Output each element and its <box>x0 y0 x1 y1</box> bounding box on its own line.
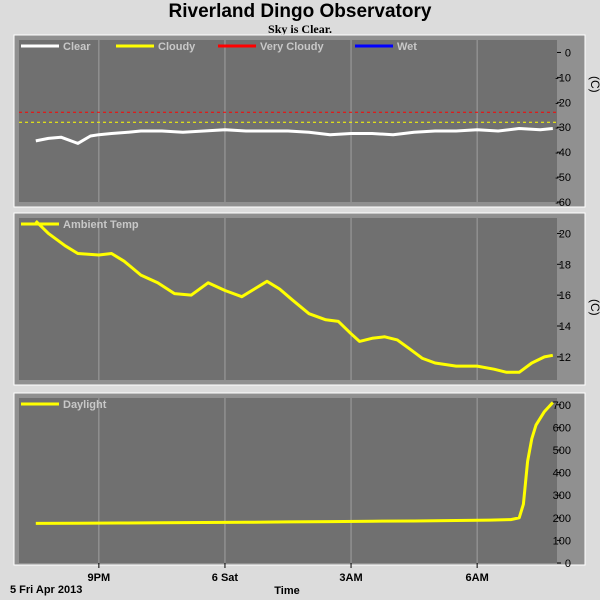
legend-item-clear: Clear <box>21 41 91 53</box>
plot-area <box>19 398 557 563</box>
y-tick-label: 20 <box>559 228 571 240</box>
x-tick-label: 6AM <box>466 572 489 584</box>
y-tick-label: -60 <box>555 197 571 209</box>
y-tick-label: -20 <box>555 97 571 109</box>
y-tick-label: 14 <box>559 321 571 333</box>
y-tick-label: -40 <box>555 147 571 159</box>
x-tick-label: 6 Sat <box>212 572 239 584</box>
legend-label: Cloudy <box>158 41 196 53</box>
y-tick-label: 500 <box>553 445 571 457</box>
y-tick-label: 12 <box>559 352 571 364</box>
y-axis-unit: (C) <box>588 76 600 93</box>
y-tick-label: 700 <box>553 400 571 412</box>
x-tick-label: 9PM <box>88 572 111 584</box>
legend-label: Clear <box>63 41 91 53</box>
series-line-daylight <box>35 401 554 525</box>
x-date-label: 5 Fri Apr 2013 <box>10 584 82 596</box>
y-tick-label: -50 <box>555 172 571 184</box>
legend-label: Very Cloudy <box>260 41 324 53</box>
y-tick-label: 300 <box>553 490 571 502</box>
y-tick-label: 16 <box>559 290 571 302</box>
y-tick-label: -30 <box>555 122 571 134</box>
panels: 0 -10 -20 -30 -40 -50 -60 (C) Clear Cloudy Very Cl… <box>13 34 600 570</box>
legend-label: Wet <box>397 41 417 53</box>
series-line-ambient-temp <box>34 220 554 374</box>
x-axis-title: Time <box>274 585 299 597</box>
legend-item-ambient-temp: Ambient Temp <box>21 219 139 231</box>
y-axis-unit: (C) <box>588 299 600 316</box>
plot-area <box>19 218 557 380</box>
y-tick-label: 0 <box>565 47 571 59</box>
plot-area <box>19 40 557 202</box>
chart-panel-2: 20 18 16 14 12 (C) Ambient Temp <box>13 212 600 386</box>
y-tick-label: -10 <box>555 72 571 84</box>
legend-item-daylight: Daylight <box>21 399 107 411</box>
legend-label: Ambient Temp <box>63 219 139 231</box>
y-tick-label: 18 <box>559 259 571 271</box>
chart-panel-3: 700 600 500 400 300 200 100 0 Daylight <box>13 392 586 570</box>
legend-item-very-cloudy: Very Cloudy <box>218 41 324 53</box>
y-tick-label: 100 <box>553 535 571 547</box>
legend-item-cloudy: Cloudy <box>116 41 196 53</box>
x-axis: 9PM 6 Sat 3AM 6AM 5 Fri Apr 2013 Time <box>10 563 489 597</box>
y-tick-label: 400 <box>553 468 571 480</box>
chart-subtitle: Sky is Clear. <box>268 22 332 36</box>
x-tick-label: 3AM <box>339 572 362 584</box>
legend-label: Daylight <box>63 399 107 411</box>
series-line-clear <box>35 127 553 145</box>
chart-title: Riverland Dingo Observatory <box>168 1 432 22</box>
chart-panel-1: 0 -10 -20 -30 -40 -50 -60 (C) Clear Cloudy Very Cl… <box>13 34 600 209</box>
y-tick-label: 200 <box>553 513 571 525</box>
y-tick-label: 0 <box>565 558 571 570</box>
y-tick-label: 600 <box>553 422 571 434</box>
legend-item-wet: Wet <box>355 41 417 53</box>
